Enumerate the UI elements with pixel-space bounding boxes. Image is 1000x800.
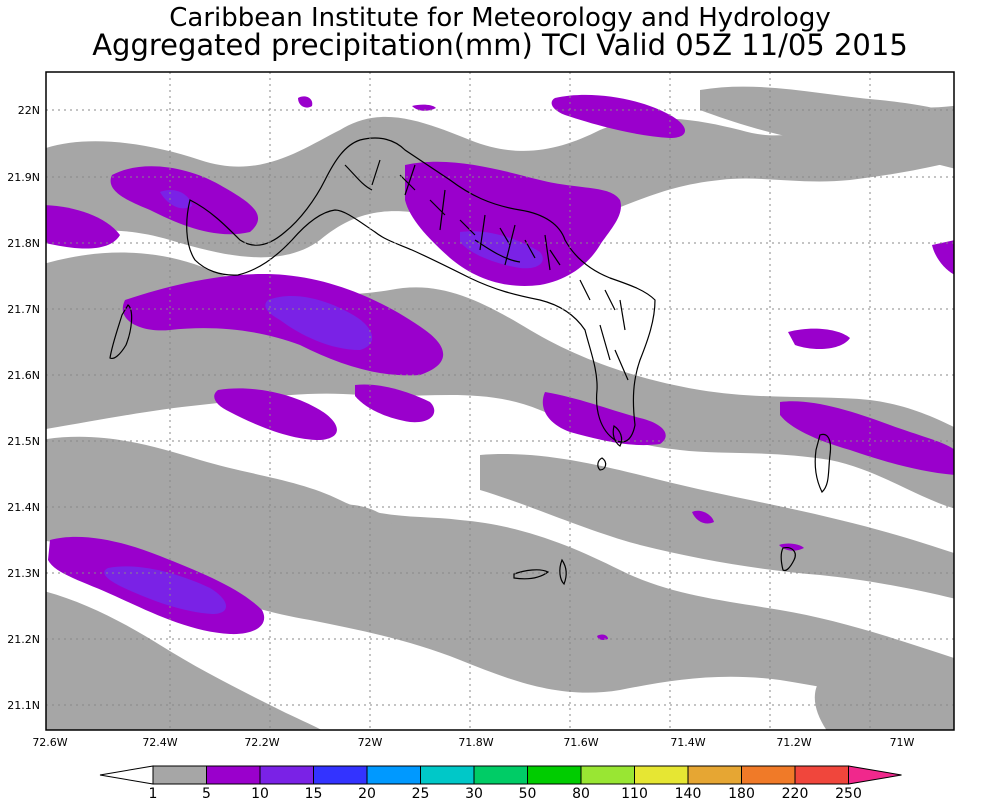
colorbar-level-label: 110 xyxy=(621,786,648,800)
colorbar-level-label: 15 xyxy=(305,786,323,800)
lat-label: 21.5N xyxy=(7,435,40,448)
lon-label: 72W xyxy=(358,736,383,749)
lat-label: 21.3N xyxy=(7,567,40,580)
plot-frame xyxy=(45,71,955,731)
precip-fields xyxy=(46,72,954,730)
colorbar-swatch xyxy=(206,765,261,785)
colorbar-level-label: 30 xyxy=(465,786,483,800)
colorbar-swatch xyxy=(634,765,689,785)
colorbar-level-label: 50 xyxy=(519,786,537,800)
lat-label: 21.9N xyxy=(7,171,40,184)
colorbar-level-label: 1 xyxy=(149,786,158,800)
colorbar-swatch xyxy=(152,765,207,785)
colorbar-swatch xyxy=(794,765,849,785)
lat-axis: 22N 21.9N 21.8N 21.7N 21.6N 21.5N 21.4N … xyxy=(7,104,40,712)
colorbar-arrow-high xyxy=(848,765,902,785)
lat-label: 21.6N xyxy=(7,369,40,382)
colorbar-level-label: 20 xyxy=(358,786,376,800)
coastlines xyxy=(109,137,832,586)
lon-label: 71.2W xyxy=(776,736,811,749)
lat-label: 21.4N xyxy=(7,501,40,514)
colorbar-swatch xyxy=(313,765,368,785)
map-title: Caribbean Institute for Meteorology and … xyxy=(169,3,831,33)
colorbar-swatch xyxy=(259,765,314,785)
map-subtitle: Aggregated precipitation(mm) TCI Valid 0… xyxy=(92,28,908,62)
colorbar-level-label: 25 xyxy=(412,786,430,800)
lat-label: 21.8N xyxy=(7,237,40,250)
lon-axis: 72.6W 72.4W 72.2W 72W 71.8W 71.6W 71.4W … xyxy=(32,736,914,749)
colorbar-swatch xyxy=(473,765,528,785)
colorbar-arrow-low xyxy=(99,765,154,785)
colorbar-swatch xyxy=(366,765,421,785)
lon-label: 71.4W xyxy=(670,736,705,749)
colorbar-swatch xyxy=(741,765,796,785)
lon-label: 71.8W xyxy=(458,736,493,749)
colorbar-level-label: 180 xyxy=(728,786,755,800)
lon-label: 72.6W xyxy=(32,736,67,749)
lon-label: 71W xyxy=(890,736,915,749)
colorbar-level-label: 220 xyxy=(782,786,809,800)
colorbar-swatch xyxy=(687,765,742,785)
colorbar-level-label: 140 xyxy=(675,786,702,800)
lat-label: 21.7N xyxy=(7,303,40,316)
colorbar-swatch xyxy=(527,765,582,785)
colorbar-level-label: 5 xyxy=(202,786,211,800)
lat-label: 21.1N xyxy=(7,699,40,712)
lat-label: 21.2N xyxy=(7,633,40,646)
colorbar-swatch xyxy=(580,765,635,785)
precip-band-1-5 xyxy=(46,86,954,730)
lon-label: 72.2W xyxy=(244,736,279,749)
colorbar-swatch xyxy=(420,765,475,785)
lon-label: 72.4W xyxy=(142,736,177,749)
colorbar: 1 5 10 15 20 25 30 50 80 110 140 180 220 250 xyxy=(99,765,902,800)
lon-label: 71.6W xyxy=(563,736,598,749)
precip-band-10-15 xyxy=(104,189,543,614)
gridlines xyxy=(46,72,954,730)
colorbar-level-label: 250 xyxy=(835,786,862,800)
lat-label: 22N xyxy=(18,104,40,117)
colorbar-level-label: 10 xyxy=(251,786,269,800)
colorbar-level-label: 80 xyxy=(572,786,590,800)
